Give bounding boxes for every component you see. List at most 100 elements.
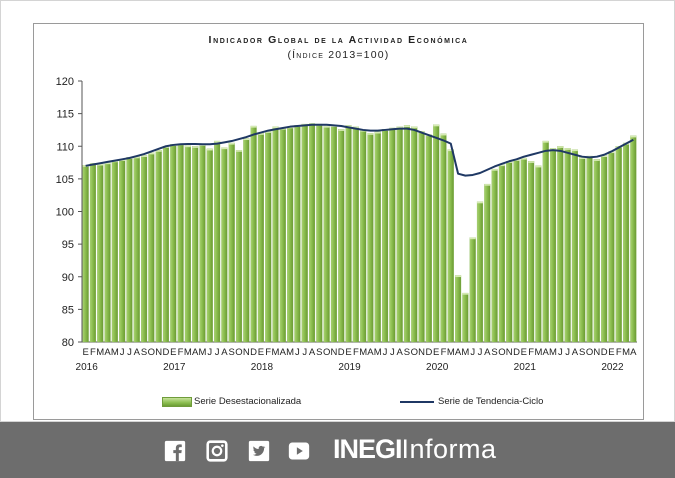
x-month-label: J — [127, 347, 132, 358]
bar — [360, 129, 367, 343]
bar — [272, 126, 279, 343]
bar-cap — [477, 201, 483, 204]
bar-cap — [550, 148, 556, 150]
bar — [330, 125, 338, 343]
y-tick-label: 115 — [56, 109, 74, 121]
x-month-label: F — [90, 347, 96, 358]
bar — [243, 138, 250, 343]
bar — [287, 126, 294, 343]
bar — [148, 152, 155, 343]
bar — [440, 133, 447, 343]
bar — [316, 123, 323, 343]
brand-light-text: Informa — [401, 434, 497, 464]
x-month-label: D — [338, 347, 345, 358]
x-month-label: N — [593, 347, 600, 358]
x-month-label: J — [565, 347, 570, 358]
x-month-label: J — [478, 347, 483, 358]
x-month-label: M — [184, 347, 192, 358]
bar — [630, 135, 637, 343]
bar — [542, 140, 549, 343]
bar-cap — [133, 156, 140, 159]
bar — [170, 144, 177, 343]
chart-title: Indicador Global de la Actividad Económi… — [208, 34, 469, 46]
bar — [301, 123, 308, 343]
x-month-label: S — [316, 347, 322, 358]
bar-cap — [491, 169, 498, 171]
instagram-icon[interactable] — [204, 440, 230, 462]
x-year-label: 2020 — [426, 362, 449, 373]
x-month-label: E — [82, 347, 88, 358]
x-month-label: A — [396, 347, 403, 358]
bar — [535, 165, 542, 343]
bar-cap — [155, 150, 162, 152]
legend-bar-series: Serie Desestacionalizada — [162, 396, 301, 407]
bar — [338, 129, 345, 343]
youtube-icon[interactable] — [286, 440, 312, 462]
bar-cap — [404, 125, 410, 127]
legend-line-label: Serie de Tendencia-Ciclo — [438, 396, 544, 407]
bar-cap — [221, 147, 228, 150]
y-tick-label: 80 — [62, 337, 74, 349]
x-month-label: F — [441, 347, 447, 358]
twitter-icon[interactable] — [246, 440, 272, 462]
x-month-label: E — [433, 347, 439, 358]
x-month-label: S — [579, 347, 585, 358]
bar-cap — [236, 150, 242, 152]
bar-cap — [345, 125, 352, 127]
x-month-label: A — [309, 347, 316, 358]
x-month-label: D — [601, 347, 608, 358]
x-month-label: M — [374, 347, 382, 358]
bar-cap — [104, 162, 111, 165]
bar — [221, 147, 228, 343]
x-month-label: M — [534, 347, 542, 358]
bar-cap — [447, 149, 454, 152]
bar-cap — [564, 148, 571, 150]
chart-subtitle: (Índice 2013=100) — [287, 49, 390, 61]
bar-cap — [97, 163, 104, 166]
bar — [491, 168, 498, 343]
bar — [82, 165, 89, 343]
x-month-label: J — [302, 347, 307, 358]
bar-cap — [411, 126, 418, 129]
x-month-label: O — [323, 347, 330, 358]
chart-frame: Indicador Global de la Actividad Económi… — [0, 0, 675, 422]
bar-cap — [469, 237, 476, 240]
bar — [403, 125, 411, 343]
y-tick-label: 85 — [62, 304, 74, 316]
bar-cap — [433, 124, 440, 127]
bar — [119, 159, 126, 343]
x-month-label: A — [484, 347, 491, 358]
x-month-label: E — [170, 347, 176, 358]
bar — [389, 127, 396, 343]
bar-cap — [184, 145, 191, 148]
x-month-label: F — [353, 347, 359, 358]
bar — [177, 143, 184, 343]
inegi-informa-logo[interactable]: INEGIInforma — [333, 432, 497, 466]
facebook-icon[interactable] — [162, 440, 188, 462]
bar — [279, 127, 286, 343]
x-month-label: D — [513, 347, 520, 358]
bar-cap — [440, 133, 447, 136]
legend-line-swatch — [400, 400, 434, 403]
x-year-label: 2021 — [514, 362, 537, 373]
x-month-label: M — [447, 347, 455, 358]
bar — [133, 156, 140, 343]
y-tick-label: 105 — [56, 174, 74, 186]
bar — [418, 131, 425, 343]
x-month-label: A — [192, 347, 199, 358]
bar-cap — [572, 149, 578, 152]
x-month-label: A — [221, 347, 228, 358]
bar — [433, 124, 440, 343]
bar — [199, 144, 206, 343]
legend-bar-swatch — [162, 396, 192, 407]
bar — [549, 148, 557, 343]
bar-cap — [601, 155, 608, 157]
bar-cap — [520, 157, 527, 160]
bar-cap — [579, 157, 586, 159]
bar-cap — [228, 142, 235, 145]
x-month-label: A — [367, 347, 374, 358]
bar — [455, 275, 462, 343]
y-tick-label: 120 — [56, 76, 74, 88]
x-month-label: D — [250, 347, 257, 358]
